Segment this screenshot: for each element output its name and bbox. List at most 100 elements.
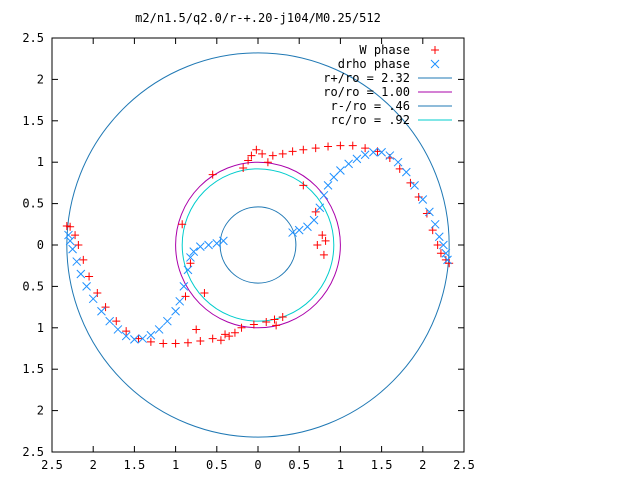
w-phase-point — [79, 255, 88, 264]
series-drho-phase — [64, 147, 452, 344]
w-phase-point — [299, 181, 308, 190]
drho-phase-point — [105, 316, 115, 326]
drho-phase-point — [154, 325, 164, 334]
w-phase-point — [181, 292, 190, 301]
w-phase-point — [186, 259, 195, 268]
w-phase-point — [268, 151, 277, 160]
w-phase-point — [263, 158, 272, 167]
drho-phase-point — [82, 282, 91, 291]
drho-phase-point — [323, 181, 333, 190]
x-tick-label: 0 — [254, 458, 261, 472]
drho-phase-point — [72, 257, 82, 266]
w-phase-point — [318, 231, 327, 240]
w-phase-point — [262, 318, 271, 327]
w-phase-point — [192, 325, 201, 334]
drho-phase-point — [309, 215, 319, 225]
drho-phase-point — [179, 282, 189, 291]
w-phase-point — [311, 144, 320, 153]
w-phase-point — [183, 338, 192, 347]
w-phase-point — [252, 145, 261, 154]
y-tick-label: 1.5 — [22, 114, 44, 128]
w-phase-point — [159, 339, 168, 348]
x-tick-label: 0.5 — [206, 458, 228, 472]
w-phase-point — [230, 328, 239, 337]
w-phase-point — [62, 221, 71, 230]
drho-phase-point — [385, 151, 395, 160]
w-phase-point — [414, 192, 423, 201]
legend-label: ro/ro = 1.00 — [323, 85, 410, 99]
w-phase-point — [146, 337, 155, 346]
reference-circle — [66, 52, 450, 438]
drho-phase-point — [425, 207, 434, 217]
drho-phase-point — [360, 150, 370, 160]
w-phase-point — [336, 141, 345, 150]
y-tick-label: 0.5 — [22, 279, 44, 293]
w-phase-point — [311, 207, 320, 216]
drho-phase-point — [352, 154, 362, 164]
y-tick-label: 2 — [37, 404, 44, 418]
drho-phase-point — [219, 236, 228, 246]
drho-phase-point — [319, 190, 329, 200]
w-phase-point — [200, 289, 209, 298]
drho-phase-point — [121, 331, 131, 341]
drho-phase-point — [64, 230, 73, 240]
w-phase-point — [422, 209, 431, 218]
w-phase-point — [71, 231, 80, 240]
w-phase-point — [85, 272, 94, 281]
drho-phase-point — [204, 240, 213, 250]
legend-label: rc/ro = .92 — [331, 113, 410, 127]
w-phase-point — [278, 313, 287, 322]
w-phase-point — [319, 250, 328, 259]
drho-phase-point — [410, 181, 419, 190]
w-phase-point — [225, 332, 234, 341]
drho-phase-point — [171, 306, 180, 316]
drho-phase-point — [434, 232, 444, 242]
y-tick-label: 1 — [37, 321, 44, 335]
drho-phase-point — [97, 306, 106, 316]
drho-phase-point — [146, 330, 156, 340]
drho-phase-point — [441, 248, 451, 258]
w-phase-point — [324, 142, 333, 151]
drho-phase-point — [195, 242, 205, 252]
x-tick-label: 2 — [90, 458, 97, 472]
w-phase-point — [178, 220, 187, 229]
w-phase-point — [441, 255, 450, 264]
y-tick-label: 0.5 — [22, 197, 44, 211]
x-tick-label: 1 — [337, 458, 344, 472]
reference-circle — [175, 161, 341, 329]
w-phase-point — [196, 337, 205, 346]
legend-swatch — [431, 46, 439, 54]
drho-phase-point — [401, 167, 411, 177]
x-tick-label: 1.5 — [371, 458, 393, 472]
w-phase-point — [237, 323, 246, 332]
w-phase-point — [445, 259, 454, 268]
w-phase-point — [122, 327, 131, 336]
legend-swatch — [430, 59, 440, 69]
w-phase-point — [239, 163, 248, 172]
w-phase-point — [247, 151, 256, 160]
x-tick-label: 2.5 — [453, 458, 475, 472]
reference-circle — [219, 206, 297, 284]
w-phase-point — [406, 178, 415, 187]
drho-phase-point — [65, 236, 75, 246]
drho-phase-point — [189, 247, 199, 256]
w-phase-point — [270, 315, 279, 324]
legend-label: r-/ro = .46 — [331, 99, 410, 113]
drho-phase-point — [175, 296, 185, 306]
w-phase-point — [208, 334, 217, 343]
w-phase-point — [278, 149, 287, 158]
drho-phase-point — [68, 244, 77, 254]
w-phase-point — [299, 145, 308, 154]
w-phase-point — [433, 241, 442, 249]
y-tick-label: 2 — [37, 72, 44, 86]
w-phase-point — [348, 141, 357, 150]
drho-phase-point — [113, 325, 123, 334]
y-tick-label: 0 — [37, 238, 44, 252]
w-phase-point — [258, 149, 267, 158]
reference-circles — [66, 52, 450, 438]
drho-phase-point — [439, 240, 448, 250]
w-phase-point — [221, 330, 230, 339]
drho-phase-point — [344, 159, 353, 169]
